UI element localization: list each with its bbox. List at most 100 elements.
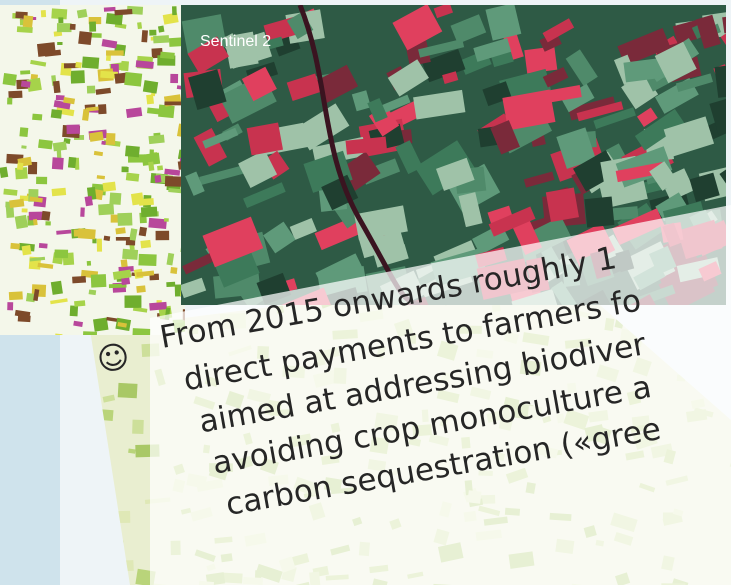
field-patch [542,67,569,88]
field-patch [488,206,536,237]
field-patch [9,198,25,208]
field-patch [649,161,678,191]
field-patch [105,12,123,26]
field-patch [121,166,129,173]
field-patch [162,12,179,25]
field-patch [413,89,466,120]
field-patch [95,87,112,95]
field-patch [90,274,107,288]
field-patch [90,33,102,38]
field-patch [63,97,76,105]
field-patch [295,103,350,151]
field-patch [50,298,68,305]
field-patch [51,8,68,20]
field-patch [202,127,239,149]
field-patch [115,227,126,235]
field-patch [263,221,296,254]
field-patch [56,229,72,235]
field-patch [112,269,132,280]
field-patch [7,97,13,105]
field-patch [55,94,65,101]
field-patch [98,203,115,216]
field-patch [21,245,32,256]
field-patch [32,113,43,121]
field-patch [695,14,721,49]
field-patch [141,152,161,166]
field-patch [132,419,144,434]
field-patch [101,39,118,49]
field-patch [125,172,140,182]
field-patch [85,106,99,112]
field-patch [286,11,314,40]
field-patch [92,317,109,332]
field-patch [32,219,38,226]
field-patch [101,140,106,145]
field-patch [124,71,143,87]
field-patch [433,5,454,19]
field-patch [38,242,48,249]
field-patch [560,83,595,113]
field-patch [114,72,128,84]
field-patch [19,127,29,138]
field-patch [20,80,31,88]
field-patch [117,382,138,399]
field-patch [8,90,23,99]
field-patch [181,277,207,299]
field-patch [52,141,67,152]
field-patch [148,161,155,171]
field-patch [10,242,21,250]
field-patch [29,196,43,203]
field-patch [634,108,685,151]
field-patch [100,70,119,79]
field-patch [121,277,131,286]
field-patch [70,70,85,84]
field-patch [523,171,555,188]
field-patch [135,60,154,69]
field-patch [395,140,423,175]
field-patch [89,131,104,142]
field-patch [170,267,178,274]
field-patch [73,320,83,327]
field-patch [148,134,165,145]
field-patch [450,14,487,44]
field-patch [188,69,227,110]
field-patch [148,217,167,230]
field-patch [36,176,48,185]
field-patch [502,89,556,131]
field-patch [142,80,159,94]
field-patch [542,18,575,43]
field-patch [54,249,69,259]
field-map [0,5,185,335]
field-patch [30,59,47,67]
field-patch [3,188,18,196]
field-patch [67,156,77,169]
field-patch [58,17,64,24]
field-patch [86,260,92,266]
field-patch [92,238,97,244]
field-patch [573,150,619,192]
field-patch [160,51,175,60]
field-patch [20,70,31,75]
field-patch [137,22,143,30]
field-patch [115,236,130,241]
field-patch [37,262,54,269]
field-patch [75,61,82,69]
field-patch [106,50,124,56]
field-patch [345,136,388,155]
field-patch [109,192,122,205]
bullet: ☺ [94,338,132,379]
field-patch [421,48,466,83]
field-patch [21,145,27,149]
field-patch [164,176,182,187]
field-patch [556,127,596,169]
field-patch [38,139,53,150]
field-patch [709,92,726,135]
field-patch [51,157,64,170]
field-patch [155,230,170,241]
field-patch [82,331,98,335]
field-patch [202,216,264,268]
field-patch [7,302,14,311]
field-patch [136,285,146,293]
field-patch [166,252,175,266]
